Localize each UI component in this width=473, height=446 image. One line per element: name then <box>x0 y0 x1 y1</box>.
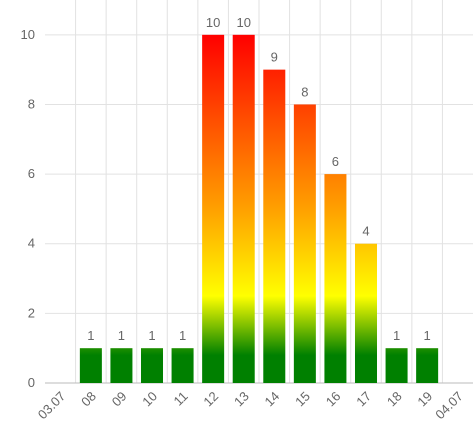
x-tick-label: 03.07 <box>35 389 69 423</box>
y-tick-label: 4 <box>28 236 35 251</box>
value-label: 10 <box>206 15 220 30</box>
y-tick-label: 0 <box>28 375 35 390</box>
bar <box>202 34 225 384</box>
x-tick-label: 08 <box>78 389 99 410</box>
bar <box>232 34 255 384</box>
value-label: 10 <box>236 15 250 30</box>
value-label: 1 <box>424 328 431 343</box>
value-label: 1 <box>118 328 125 343</box>
value-label: 6 <box>332 154 339 169</box>
bar <box>354 243 378 383</box>
bar <box>324 174 347 383</box>
y-tick-label: 6 <box>28 166 35 181</box>
bar <box>416 348 439 383</box>
bar <box>140 348 164 383</box>
bar <box>385 348 408 383</box>
y-tick-label: 8 <box>28 96 35 111</box>
x-tick-label: 17 <box>353 389 374 410</box>
bar <box>171 348 194 383</box>
bar <box>263 69 286 384</box>
y-tick-label: 10 <box>21 27 35 42</box>
bar <box>110 348 133 383</box>
value-label: 1 <box>148 328 155 343</box>
value-label: 1 <box>179 328 186 343</box>
value-label: 1 <box>393 328 400 343</box>
value-label: 1 <box>87 328 94 343</box>
value-label: 8 <box>301 84 308 99</box>
x-tick-label: 19 <box>414 389 435 410</box>
x-tick-label: 09 <box>109 389 130 410</box>
x-tick-label: 12 <box>200 389 221 410</box>
bar <box>79 348 102 383</box>
x-tick-label: 16 <box>323 389 344 410</box>
x-tick-label: 04.07 <box>432 389 466 423</box>
bar <box>293 104 316 384</box>
x-tick-label: 15 <box>292 389 313 410</box>
x-tick-label: 18 <box>384 389 405 410</box>
x-tick-label: 13 <box>231 389 252 410</box>
value-label: 4 <box>362 224 369 239</box>
x-tick-label: 10 <box>139 389 160 410</box>
x-tick-label: 14 <box>262 389 283 410</box>
value-label: 9 <box>271 50 278 65</box>
y-tick-label: 2 <box>28 305 35 320</box>
x-tick-label: 11 <box>171 389 191 409</box>
